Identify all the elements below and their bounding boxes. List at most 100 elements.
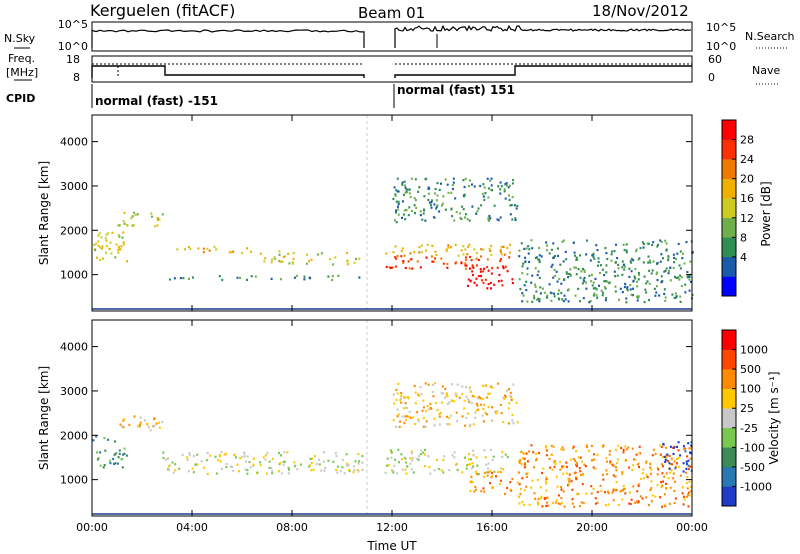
echo-cell	[506, 455, 509, 459]
echo-cell	[654, 294, 657, 297]
echo-cell	[604, 491, 606, 494]
echo-cell	[619, 490, 622, 493]
echo-cell	[391, 469, 394, 473]
echo-cell	[543, 496, 546, 500]
echo-cell	[400, 458, 403, 461]
x-tick-label: 00:00	[676, 521, 708, 534]
echo-cell	[518, 502, 521, 505]
echo-cell	[225, 466, 228, 469]
echo-cell	[206, 472, 209, 475]
echo-cell	[534, 497, 537, 500]
echo-cell	[408, 267, 411, 270]
echo-cell	[520, 487, 522, 490]
echo-cell	[405, 418, 408, 421]
echo-cell	[580, 501, 583, 504]
echo-cell	[509, 481, 512, 484]
echo-cell	[425, 256, 428, 259]
echo-cell	[239, 276, 241, 279]
echo-cell	[546, 296, 549, 299]
echo-cell	[424, 219, 427, 222]
echo-cell	[464, 259, 467, 262]
echo-cell	[475, 409, 478, 412]
echo-cell	[646, 476, 649, 479]
echo-cell	[161, 420, 164, 424]
echo-cell	[491, 189, 494, 192]
echo-cell	[590, 273, 593, 276]
echo-cell	[521, 500, 524, 503]
noise-left-label: N.Sky	[4, 32, 36, 45]
echo-cell	[503, 253, 506, 256]
echo-cell	[118, 248, 121, 251]
echo-cell	[668, 462, 671, 465]
echo-cell	[256, 471, 259, 474]
echo-cell	[455, 393, 458, 396]
echo-cell	[384, 471, 387, 474]
echo-cell	[545, 504, 548, 508]
echo-cell	[236, 276, 239, 279]
echo-cell	[583, 280, 586, 283]
echo-cell	[474, 411, 477, 414]
date-title: 18/Nov/2012	[592, 2, 689, 20]
echo-cell	[433, 417, 436, 420]
echo-cell	[524, 256, 527, 259]
echo-cell	[568, 473, 571, 476]
echo-cell	[431, 199, 433, 202]
echo-cell	[467, 399, 470, 402]
echo-cell	[487, 462, 490, 465]
echo-cell	[637, 483, 640, 486]
echo-cell	[671, 293, 674, 296]
echo-cell	[409, 462, 412, 465]
echo-cell	[651, 243, 654, 247]
echo-cell	[563, 278, 566, 281]
echo-cell	[666, 453, 669, 456]
colorbar-swatch	[722, 217, 736, 238]
echo-cell	[434, 257, 437, 260]
echo-cell	[560, 496, 563, 500]
echo-cell	[410, 258, 413, 261]
echo-cell	[230, 251, 233, 254]
echo-cell	[502, 267, 505, 270]
echo-cell	[402, 200, 404, 203]
echo-cell	[411, 452, 413, 455]
echo-cell	[468, 386, 471, 390]
echo-cell	[121, 466, 124, 469]
echo-cell	[665, 267, 668, 270]
echo-cell	[687, 467, 690, 471]
echo-cell	[249, 466, 252, 469]
echo-cell	[592, 487, 595, 490]
echo-cell	[519, 493, 522, 496]
echo-cell	[506, 389, 508, 392]
echo-cell	[331, 275, 334, 278]
echo-cell	[550, 299, 553, 302]
echo-cell	[531, 300, 534, 303]
echo-cell	[461, 385, 464, 388]
echo-cell	[205, 459, 208, 462]
echo-cell	[487, 471, 490, 474]
echo-cell	[400, 255, 403, 258]
echo-cell	[505, 184, 508, 187]
echo-cell	[433, 469, 436, 472]
echo-cell	[429, 472, 432, 475]
echo-cell	[506, 486, 509, 490]
echo-cell	[518, 249, 521, 252]
echo-cell	[565, 258, 568, 261]
echo-cell	[402, 396, 405, 399]
y-tick-label: 1000	[60, 474, 88, 487]
echo-cell	[663, 288, 666, 291]
echo-cell	[303, 278, 306, 281]
x-tick-label: 12:00	[376, 521, 408, 534]
velocity-colorbar-label: Velocity [m s⁻¹]	[767, 371, 781, 464]
echo-cell	[404, 457, 407, 460]
echo-cell	[356, 468, 359, 472]
echo-cell	[93, 243, 96, 247]
echo-cell	[645, 496, 648, 499]
echo-cell	[464, 216, 466, 219]
nave-label: Nave	[752, 64, 780, 77]
echo-cell	[537, 497, 540, 501]
power-panel-frame	[91, 114, 693, 312]
echo-cell	[491, 267, 494, 270]
echo-cell	[657, 468, 660, 471]
echo-cell	[197, 247, 200, 250]
echo-cell	[262, 456, 265, 459]
